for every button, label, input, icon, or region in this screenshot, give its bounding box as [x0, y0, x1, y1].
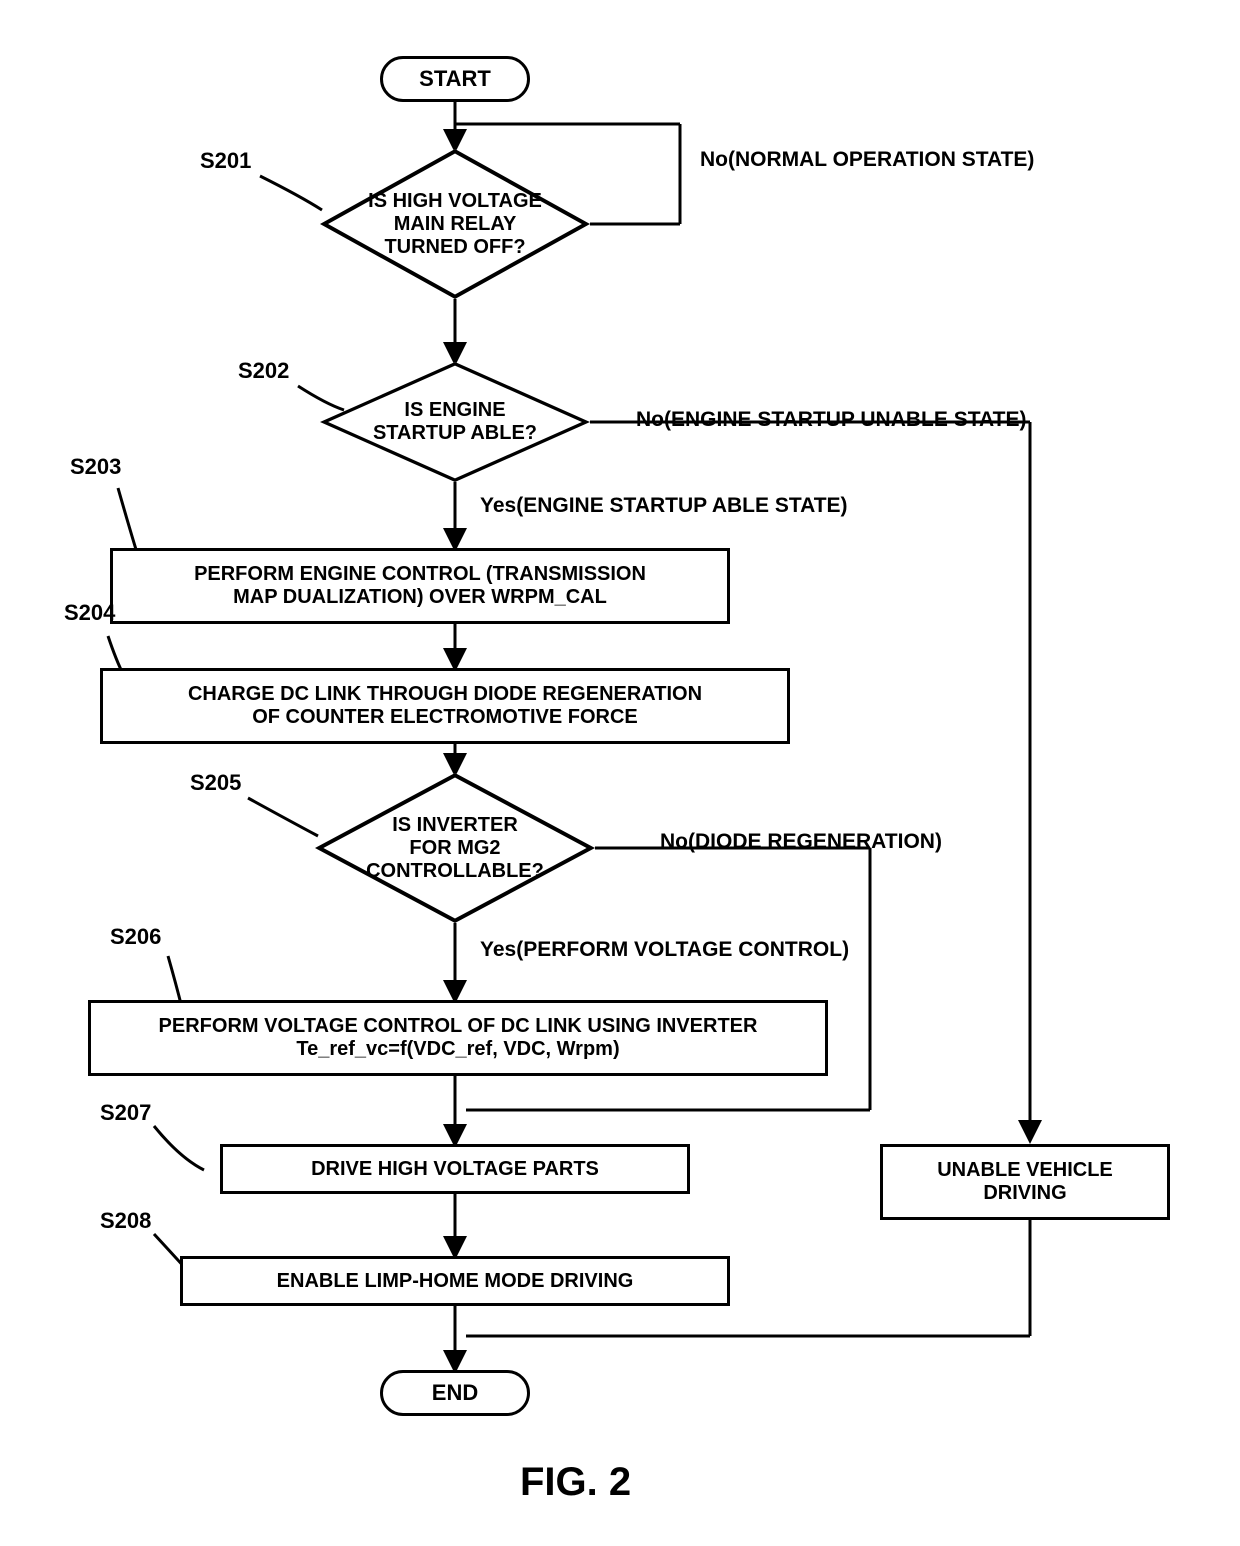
- flowchart-canvas: START END IS HIGH VOLTAGEMAIN RELAYTURNE…: [0, 0, 1240, 1546]
- step-label-s203: S203: [70, 454, 121, 480]
- process-unable-driving: UNABLE VEHICLEDRIVING: [880, 1144, 1170, 1220]
- process-p3-text: PERFORM ENGINE CONTROL (TRANSMISSIONMAP …: [194, 563, 646, 609]
- decision-engine-startup: IS ENGINESTARTUP ABLE?: [320, 362, 590, 482]
- process-p8-text: ENABLE LIMP-HOME MODE DRIVING: [277, 1270, 634, 1293]
- connector-layer: [0, 0, 1240, 1546]
- branch-label-no3: No(DIODE REGENERATION): [660, 830, 942, 854]
- process-p7-text: DRIVE HIGH VOLTAGE PARTS: [311, 1158, 599, 1181]
- decision-high-voltage-relay: IS HIGH VOLTAGEMAIN RELAYTURNED OFF?: [320, 149, 590, 299]
- process-charge-dc-link: CHARGE DC LINK THROUGH DIODE REGENERATIO…: [100, 668, 790, 744]
- terminator-end: END: [380, 1370, 530, 1416]
- leader-l_s207: [154, 1126, 204, 1170]
- decision-inverter-mg2: IS INVERTERFOR MG2CONTROLLABLE?: [315, 773, 595, 923]
- figure-caption: FIG. 2: [520, 1460, 631, 1505]
- step-label-s208: S208: [100, 1208, 151, 1234]
- process-drive-hv-parts: DRIVE HIGH VOLTAGE PARTS: [220, 1144, 690, 1194]
- terminator-start: START: [380, 56, 530, 102]
- branch-label-yes2: Yes(ENGINE STARTUP ABLE STATE): [480, 494, 848, 518]
- terminator-end-text: END: [432, 1380, 478, 1406]
- step-label-s205: S205: [190, 770, 241, 796]
- process-limp-home: ENABLE LIMP-HOME MODE DRIVING: [180, 1256, 730, 1306]
- step-label-s202: S202: [238, 358, 289, 384]
- branch-label-yes3: Yes(PERFORM VOLTAGE CONTROL): [480, 938, 849, 962]
- process-engine-control: PERFORM ENGINE CONTROL (TRANSMISSIONMAP …: [110, 548, 730, 624]
- process-p4-text: CHARGE DC LINK THROUGH DIODE REGENERATIO…: [188, 683, 702, 729]
- leader-l_s203: [118, 488, 138, 556]
- decision-d3-text: IS INVERTERFOR MG2CONTROLLABLE?: [366, 814, 544, 883]
- branch-label-no2: No(ENGINE STARTUP UNABLE STATE): [636, 408, 1026, 432]
- decision-d1-text: IS HIGH VOLTAGEMAIN RELAYTURNED OFF?: [368, 190, 542, 259]
- leader-l_s205: [248, 798, 318, 836]
- process-voltage-control: PERFORM VOLTAGE CONTROL OF DC LINK USING…: [88, 1000, 828, 1076]
- step-label-s204: S204: [64, 600, 115, 626]
- step-label-s206: S206: [110, 924, 161, 950]
- process-unable-text: UNABLE VEHICLEDRIVING: [937, 1159, 1113, 1205]
- decision-d2-text: IS ENGINESTARTUP ABLE?: [373, 399, 537, 445]
- step-label-s207: S207: [100, 1100, 151, 1126]
- step-label-s201: S201: [200, 148, 251, 174]
- process-p6-text: PERFORM VOLTAGE CONTROL OF DC LINK USING…: [159, 1015, 758, 1061]
- branch-label-no1: No(NORMAL OPERATION STATE): [700, 148, 1034, 172]
- leader-l_s201: [260, 176, 322, 210]
- terminator-start-text: START: [419, 66, 491, 92]
